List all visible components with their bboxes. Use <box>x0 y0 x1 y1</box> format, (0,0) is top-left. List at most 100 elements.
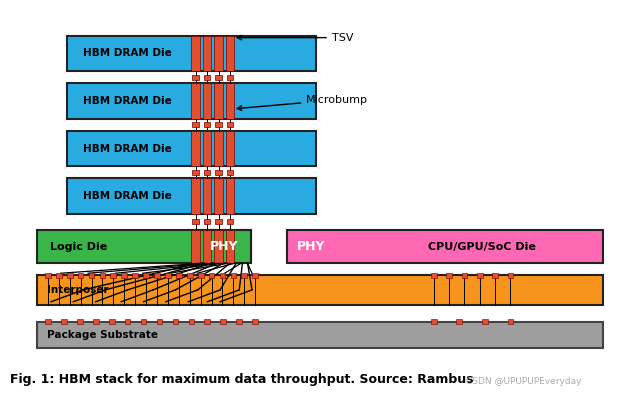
Bar <box>214 83 223 119</box>
Bar <box>204 122 211 128</box>
Bar <box>192 169 199 175</box>
Bar <box>204 169 211 175</box>
Text: HBM DRAM Die: HBM DRAM Die <box>83 96 172 106</box>
Text: PHY: PHY <box>210 240 239 253</box>
Bar <box>67 272 73 278</box>
Bar <box>141 319 147 324</box>
Bar <box>192 122 199 128</box>
Bar <box>189 319 194 324</box>
Bar <box>508 319 514 324</box>
Bar <box>192 219 199 224</box>
Bar <box>132 272 138 278</box>
Bar <box>226 83 234 119</box>
Bar <box>156 319 162 324</box>
Bar <box>214 36 223 71</box>
Bar <box>221 319 226 324</box>
Bar <box>226 36 234 71</box>
Bar <box>191 36 200 71</box>
Bar <box>37 275 603 305</box>
Text: CPU/GPU/SoC Die: CPU/GPU/SoC Die <box>427 242 536 251</box>
Bar <box>67 83 316 119</box>
Bar <box>45 272 50 278</box>
Bar <box>172 319 179 324</box>
Bar <box>78 272 84 278</box>
Bar <box>100 272 105 278</box>
Bar <box>198 230 251 263</box>
Bar <box>226 131 234 166</box>
Bar <box>198 272 204 278</box>
Bar <box>215 74 222 80</box>
Bar <box>204 219 211 224</box>
Text: CSDN @UPUPUPEveryday: CSDN @UPUPUPEveryday <box>466 377 581 386</box>
Bar <box>431 272 437 278</box>
Bar <box>236 319 242 324</box>
Text: Interposer: Interposer <box>47 285 108 295</box>
Bar <box>187 272 193 278</box>
Bar <box>191 83 200 119</box>
Bar <box>203 36 211 71</box>
Bar <box>215 169 222 175</box>
Bar <box>253 319 258 324</box>
Bar <box>204 319 211 324</box>
Bar <box>56 272 62 278</box>
Bar <box>241 272 247 278</box>
Bar <box>219 272 225 278</box>
Bar <box>203 230 211 263</box>
Bar <box>226 74 234 80</box>
Bar <box>67 131 316 166</box>
Bar <box>121 272 127 278</box>
Bar <box>67 178 316 214</box>
Bar <box>447 272 452 278</box>
Bar <box>37 322 603 348</box>
Bar <box>508 272 514 278</box>
Bar <box>124 319 130 324</box>
Bar <box>253 272 258 278</box>
Bar <box>37 230 251 263</box>
Bar <box>154 272 160 278</box>
Text: Logic Die: Logic Die <box>50 242 107 251</box>
Bar <box>493 272 498 278</box>
Text: HBM DRAM Die: HBM DRAM Die <box>83 48 172 59</box>
Bar <box>110 272 116 278</box>
Bar <box>191 230 200 263</box>
Bar <box>45 319 50 324</box>
Text: Package Substrate: Package Substrate <box>47 330 158 340</box>
Bar <box>214 178 223 214</box>
Bar <box>61 319 66 324</box>
Bar <box>457 319 463 324</box>
Bar <box>165 272 171 278</box>
Bar <box>191 178 200 214</box>
Text: PHY: PHY <box>297 240 325 253</box>
Bar <box>176 272 182 278</box>
Bar <box>482 319 488 324</box>
Bar <box>287 230 603 263</box>
Bar <box>226 178 234 214</box>
Text: Fig. 1: HBM stack for maximum data throughput. Source: Rambus: Fig. 1: HBM stack for maximum data throu… <box>10 373 473 386</box>
Text: HBM DRAM Die: HBM DRAM Die <box>83 143 172 154</box>
Bar <box>108 319 115 324</box>
Text: Microbump: Microbump <box>237 95 368 110</box>
Bar <box>209 272 214 278</box>
Bar <box>215 219 222 224</box>
Text: TSV: TSV <box>237 32 353 43</box>
Bar <box>477 272 483 278</box>
Bar <box>204 74 211 80</box>
Bar <box>143 272 149 278</box>
Bar <box>226 122 234 128</box>
Bar <box>226 219 234 224</box>
Text: HBM DRAM Die: HBM DRAM Die <box>83 191 172 201</box>
Bar <box>203 83 211 119</box>
Bar <box>214 131 223 166</box>
Bar <box>192 74 199 80</box>
Bar <box>93 319 99 324</box>
Bar <box>214 230 223 263</box>
Bar <box>226 230 234 263</box>
Bar <box>191 131 200 166</box>
Bar <box>203 178 211 214</box>
Bar <box>67 36 316 71</box>
Bar <box>226 169 234 175</box>
Bar <box>462 272 468 278</box>
Bar <box>431 319 437 324</box>
Bar <box>89 272 94 278</box>
Bar <box>230 272 236 278</box>
